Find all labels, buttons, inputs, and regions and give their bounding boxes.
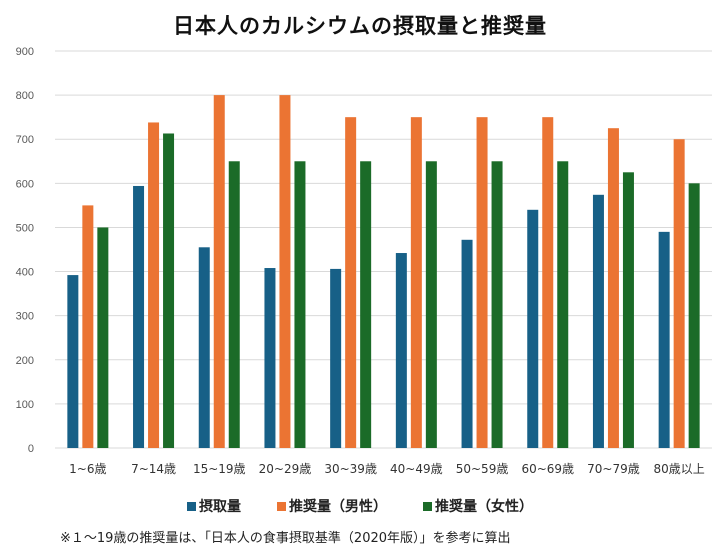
bar-recommended-male [673,139,685,448]
bar-recommended-female [622,172,634,449]
bar-recommended-female [557,161,569,448]
x-tick-label: 40~49歳 [390,462,443,476]
y-tick-label: 900 [16,46,34,58]
bar-recommended-male [607,128,619,448]
bar-intake [330,268,342,448]
y-tick-label: 400 [16,267,34,279]
bar-intake [658,231,670,448]
legend-label-recommended-male: 推奨量（男性） [289,499,387,515]
legend-item-recommended-female: 推奨量（女性） [423,496,533,516]
bar-recommended-female [294,161,306,448]
bar-intake [527,209,539,448]
x-tick-label: 7~14歳 [131,462,176,476]
x-axis-tick-labels: 1~6歳 7~14歳 15~19歳 20~29歳 30~39歳 40~49歳 50~59歳 6… [69,462,705,476]
bar-recommended-male [476,117,488,449]
bar-recommended-female [425,161,437,448]
x-tick-label: 80歳以上 [654,462,705,476]
y-tick-label: 100 [16,399,34,411]
footnote: ※１～19歳の推奨量は、「日本人の食事摂取基準（2020年版）」を参考に算出 [60,531,511,546]
y-tick-label: 700 [16,134,34,146]
x-tick-label: 60~69歳 [521,462,574,476]
chart-title: 日本人のカルシウムの摂取量と推奨量 [173,14,547,38]
bar-recommended-female [228,161,240,448]
legend: 摂取量 推奨量（男性） 推奨量（女性） [0,496,720,516]
bar-recommended-female [97,227,109,448]
bar-recommended-female [491,161,503,448]
x-tick-label: 30~39歳 [324,462,377,476]
bar-intake [461,239,473,448]
legend-swatch-recommended-female [423,501,432,511]
legend-item-intake: 摂取量 [187,496,241,516]
bar-recommended-female [360,161,372,448]
bar-recommended-male [213,95,225,448]
bar-recommended-male [279,95,291,448]
legend-label-recommended-female: 推奨量（女性） [435,499,533,515]
y-tick-label: 600 [16,178,34,190]
x-tick-label: 50~59歳 [456,462,509,476]
bar-intake [133,185,145,449]
bar-intake [264,268,276,448]
x-tick-label: 15~19歳 [193,462,246,476]
y-tick-label: 800 [16,90,34,102]
bar-intake [198,247,210,448]
bar-intake [67,275,79,448]
bar-recommended-male [410,117,422,449]
legend-swatch-recommended-male [277,501,286,511]
legend-swatch-intake [187,501,196,511]
x-tick-label: 70~79歳 [587,462,640,476]
x-tick-label: 20~29歳 [259,462,312,476]
y-tick-label: 0 [28,443,34,455]
bar-recommended-male [82,205,94,448]
bar-intake [395,253,407,448]
bar-recommended-female [688,183,700,449]
bar-intake [592,194,604,448]
x-tick-label: 1~6歳 [69,462,106,476]
legend-item-recommended-male: 推奨量（男性） [277,496,387,516]
legend-label-intake: 摂取量 [199,499,241,515]
y-tick-label: 300 [16,311,34,323]
bar-recommended-female [163,133,175,448]
y-tick-label: 500 [16,222,34,234]
bar-recommended-male [345,117,357,449]
y-tick-label: 200 [16,355,34,367]
bar-recommended-male [542,117,554,449]
y-axis-tick-labels: 0 100 200 300 400 500 600 700 800 900 [16,46,34,455]
bars [67,95,700,449]
bar-recommended-male [148,122,160,449]
